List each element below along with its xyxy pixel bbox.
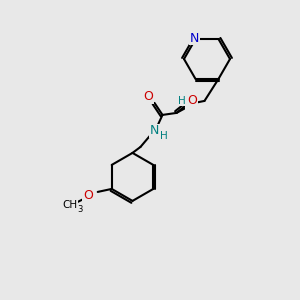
Text: O: O	[188, 94, 197, 107]
Text: H: H	[178, 96, 185, 106]
Text: H: H	[160, 131, 167, 141]
Text: O: O	[144, 90, 153, 104]
Text: O: O	[83, 189, 93, 203]
Text: 3: 3	[77, 206, 83, 214]
Text: N: N	[186, 98, 195, 111]
Text: CH: CH	[62, 200, 77, 210]
Text: N: N	[190, 32, 199, 45]
Text: N: N	[150, 124, 159, 137]
